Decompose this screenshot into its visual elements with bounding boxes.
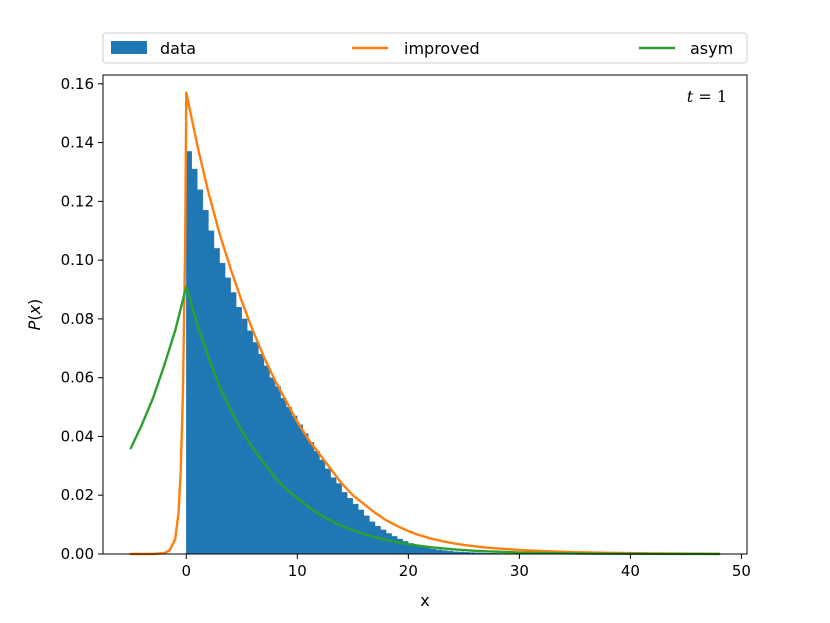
y-tick-label: 0.08 bbox=[61, 310, 94, 328]
histogram-bar bbox=[341, 492, 348, 555]
histogram-bar bbox=[352, 503, 359, 555]
series-line-improved bbox=[129, 91, 721, 556]
x-axis: 0 10 20 30 40 50 bbox=[182, 554, 751, 580]
plot-frame bbox=[102, 74, 748, 555]
y-axis: 0.00 0.02 0.04 0.06 0.08 0.10 0.12 0.14 0.16 bbox=[61, 75, 103, 563]
y-tick-label: 0.10 bbox=[61, 251, 94, 269]
histogram-bar bbox=[274, 386, 281, 555]
y-axis-label: P(x) bbox=[25, 299, 44, 331]
histogram-bar bbox=[313, 450, 320, 555]
legend-swatch-data bbox=[111, 41, 147, 54]
histogram-bar bbox=[330, 477, 337, 555]
histogram-bar bbox=[291, 415, 298, 555]
y-tick-label: 0.06 bbox=[61, 369, 94, 387]
histogram-bar bbox=[336, 483, 342, 555]
y-tick-label: 0.12 bbox=[61, 192, 94, 210]
histogram-bar bbox=[319, 459, 326, 555]
histogram-bar bbox=[197, 189, 204, 555]
series-line-asym bbox=[129, 285, 721, 556]
y-tick-label: 0.02 bbox=[61, 486, 94, 504]
histogram-bar bbox=[430, 548, 437, 555]
histogram-bar bbox=[391, 536, 398, 555]
histogram-bar bbox=[269, 377, 276, 555]
histogram-bar bbox=[202, 210, 209, 555]
histogram-bar bbox=[297, 424, 304, 555]
histogram-bar bbox=[208, 230, 215, 555]
histogram-bar bbox=[324, 468, 331, 555]
histogram-bar bbox=[186, 151, 192, 555]
histogram-bar bbox=[441, 550, 448, 555]
histogram-bar bbox=[385, 533, 392, 555]
time-annotation: t = 1 bbox=[687, 87, 727, 106]
y-tick-label: 0.04 bbox=[61, 427, 94, 445]
legend-box bbox=[102, 32, 748, 64]
histogram-bar bbox=[213, 248, 220, 555]
histogram-bar bbox=[258, 354, 265, 555]
series-lines bbox=[129, 91, 721, 556]
x-tick-label: 50 bbox=[732, 562, 751, 580]
histogram-bar bbox=[280, 398, 287, 555]
x-tick-label: 0 bbox=[182, 562, 192, 580]
histogram-bar bbox=[419, 546, 426, 555]
legend: data improved asym bbox=[102, 32, 748, 64]
histogram-bar bbox=[219, 262, 226, 555]
y-tick-label: 0.16 bbox=[61, 75, 94, 93]
x-tick-label: 30 bbox=[510, 562, 529, 580]
histogram-bar bbox=[191, 168, 198, 555]
histogram-bar bbox=[308, 442, 315, 555]
histogram-bar bbox=[286, 406, 292, 555]
histogram-bar bbox=[302, 433, 309, 555]
histogram-bar bbox=[435, 549, 442, 555]
legend-label-improved: improved bbox=[404, 39, 480, 58]
legend-label-asym: asym bbox=[690, 39, 733, 58]
histogram-bar bbox=[380, 529, 387, 555]
histogram-bar bbox=[374, 525, 381, 555]
x-axis-label: x bbox=[420, 591, 429, 610]
histogram-bar bbox=[224, 277, 231, 555]
x-tick-label: 10 bbox=[288, 562, 307, 580]
x-tick-label: 40 bbox=[621, 562, 640, 580]
legend-label-data: data bbox=[160, 39, 196, 58]
x-tick-label: 20 bbox=[399, 562, 418, 580]
histogram-bars bbox=[186, 151, 703, 555]
y-tick-label: 0.00 bbox=[61, 545, 94, 563]
y-tick-label: 0.14 bbox=[61, 134, 94, 152]
histogram-bar bbox=[424, 547, 431, 555]
histogram-bar bbox=[263, 365, 270, 555]
histogram-bar bbox=[230, 292, 237, 555]
histogram-bar bbox=[347, 498, 353, 555]
